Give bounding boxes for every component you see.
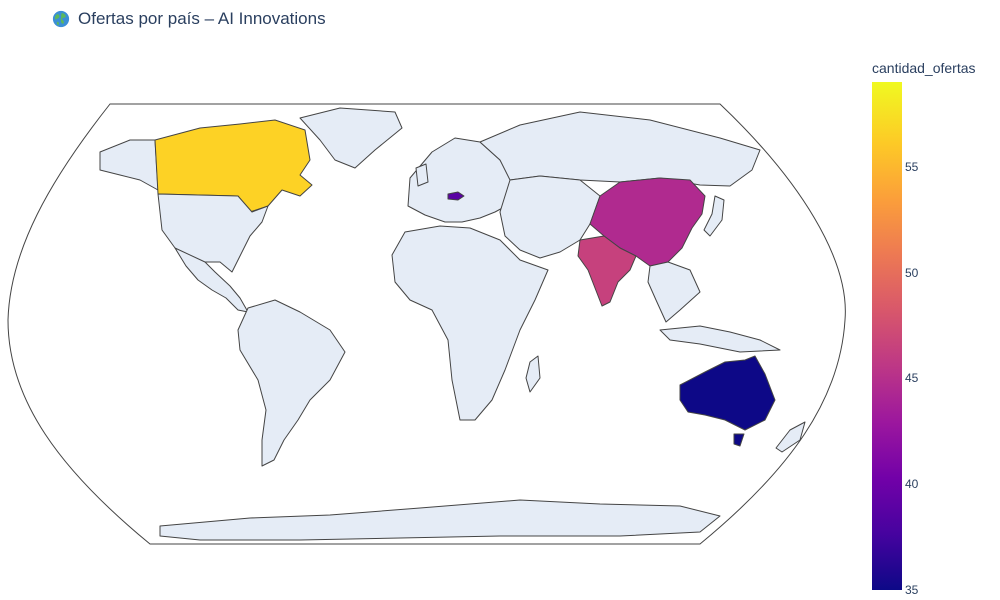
country-tasmania[interactable]	[733, 433, 745, 447]
country-alaska[interactable]	[99, 139, 159, 191]
colorbar-tick: 50	[905, 265, 919, 280]
country-australia[interactable]	[679, 355, 776, 431]
country-new-zealand[interactable]	[775, 421, 806, 453]
country-madagascar[interactable]	[525, 355, 541, 393]
chart-title: Ofertas por país – AI Innovations	[78, 9, 326, 28]
choropleth-map[interactable]	[0, 0, 860, 600]
country-africa[interactable]	[391, 225, 549, 421]
country-austria[interactable]	[447, 191, 465, 201]
chart-title-row: Ofertas por país – AI Innovations	[52, 9, 326, 29]
colorbar-tick: 35	[905, 583, 919, 597]
country-uk[interactable]	[415, 163, 429, 187]
colorbar-tick: 40	[905, 477, 919, 492]
country-india[interactable]	[577, 235, 637, 307]
country-indonesia[interactable]	[659, 325, 781, 353]
country-south-america[interactable]	[237, 299, 346, 467]
globe-icon	[52, 10, 70, 28]
colorbar-title: cantidad_ofertas	[872, 60, 976, 76]
country-mexico[interactable]	[174, 247, 249, 313]
country-antarctica[interactable]	[159, 499, 721, 541]
country-japan[interactable]	[703, 195, 725, 237]
colorbar	[872, 82, 902, 590]
colorbar-tick: 55	[905, 159, 919, 174]
country-southeast-asia[interactable]	[647, 261, 701, 323]
colorbar-tick: 45	[905, 371, 919, 386]
country-central-asia[interactable]	[499, 175, 601, 259]
country-greenland[interactable]	[299, 107, 403, 169]
